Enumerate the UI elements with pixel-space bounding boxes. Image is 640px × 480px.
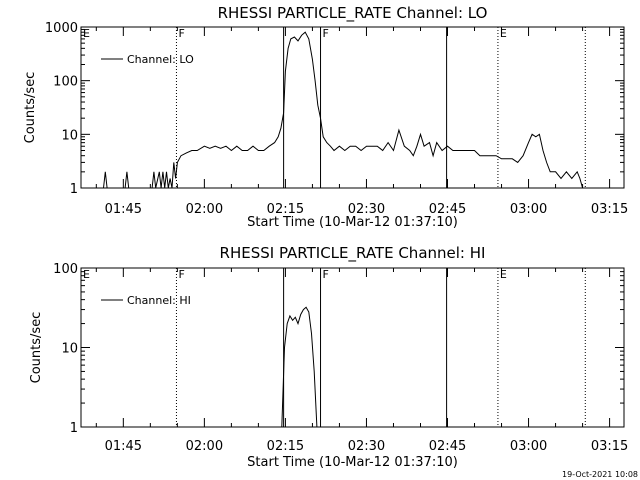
event-marker-label: E <box>500 27 507 40</box>
x-tick-label: 01:45 <box>105 202 142 217</box>
footer-date: 19-Oct-2021 10:08 <box>562 470 638 479</box>
y-tick-label: 10 <box>61 128 78 143</box>
data-series-line <box>281 306 318 428</box>
y-tick-label: 1000 <box>45 21 78 36</box>
y-axis-label: Counts/sec <box>29 312 44 384</box>
legend-label: Channel: HI <box>127 294 191 307</box>
x-axis-label: Start Time (10-Mar-12 01:37:10) <box>247 215 458 230</box>
x-tick-label: 03:15 <box>591 439 628 454</box>
event-marker-label: F <box>323 268 329 281</box>
plot-frame <box>80 267 625 428</box>
x-tick-label: 03:00 <box>510 202 547 217</box>
chart-title: RHESSI PARTICLE_RATE Channel: HI <box>220 244 486 263</box>
x-tick-label: 02:45 <box>429 439 466 454</box>
chart-title: RHESSI PARTICLE_RATE Channel: LO <box>218 4 488 23</box>
x-axis-label: Start Time (10-Mar-12 01:37:10) <box>247 455 458 470</box>
x-tick-label: 01:45 <box>105 439 142 454</box>
event-marker-label: F <box>178 27 184 40</box>
x-tick-label: 02:30 <box>348 439 385 454</box>
x-tick-label: 02:00 <box>186 202 223 217</box>
y-tick-label: 10 <box>61 342 78 357</box>
x-tick-label: 02:00 <box>186 439 223 454</box>
data-series-line <box>103 31 586 189</box>
x-tick-label: 02:15 <box>267 439 304 454</box>
y-tick-label: 100 <box>53 262 78 277</box>
event-marker-label: F <box>323 27 329 40</box>
legend-label: Channel: LO <box>127 53 194 66</box>
event-marker-label: F <box>178 268 184 281</box>
x-tick-label: 02:15 <box>267 202 304 217</box>
x-tick-label: 02:30 <box>348 202 385 217</box>
plot-frame <box>80 26 625 189</box>
y-axis-label: Counts/sec <box>23 72 38 144</box>
x-tick-label: 03:00 <box>510 439 547 454</box>
y-tick-label: 1 <box>70 421 78 436</box>
edge-marker-label: E <box>83 268 90 281</box>
y-tick-label: 1 <box>70 182 78 197</box>
x-tick-label: 02:45 <box>429 202 466 217</box>
x-tick-label: 03:15 <box>591 202 628 217</box>
y-tick-label: 100 <box>53 75 78 90</box>
event-marker-label: E <box>500 268 507 281</box>
edge-marker-label: E <box>83 27 90 40</box>
